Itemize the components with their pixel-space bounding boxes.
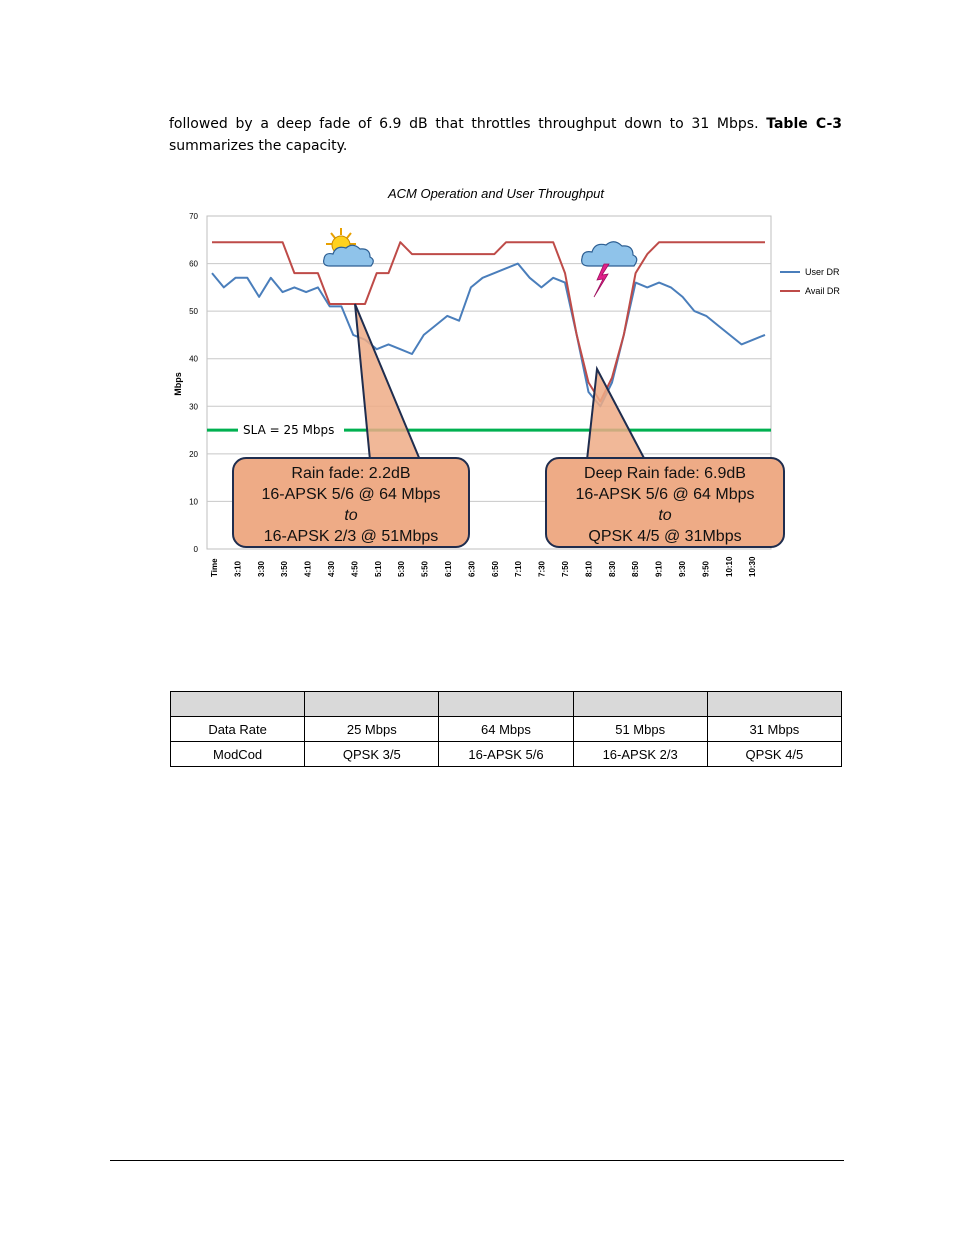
series-line-avail-dr [212,241,765,403]
callout-rain-fade-box [232,457,470,548]
x-tick-label: 9:30 [678,560,687,577]
callout-rain-fade-line-2: 16-APSK 5/6 @ 64 Mbps [262,486,441,503]
callout-rain-fade: Rain fade: 2.2dB 16-APSK 5/6 @ 64 Mbps t… [232,303,470,548]
table-header-cell [438,691,574,717]
x-tick-label: 3:50 [280,560,289,577]
paragraph-text-before: followed by a deep fade of 6.9 dB that t… [169,116,767,132]
x-tick-label: 7:50 [561,560,570,577]
callout-rain-fade-line-4: 16-APSK 2/3 @ 51Mbps [264,528,439,545]
y-tick-label: 40 [189,355,198,364]
legend-label-user-dr: User DR [805,267,840,277]
chart-title: ACM Operation and User Throughput [387,186,605,201]
table-cell: 51 Mbps [572,716,708,742]
x-tick-label: 10:10 [725,556,734,577]
table-header-cell [304,691,440,717]
x-tick-label: 8:10 [584,560,593,577]
x-tick-label: 10:30 [748,556,757,577]
sla-label: SLA = 25 Mbps [243,423,334,437]
x-tick-label: 6:30 [467,560,476,577]
y-tick-label: 10 [189,497,198,506]
x-tick-label: 5:30 [397,560,406,577]
table-cell: 31 Mbps [706,716,843,742]
x-tick-label: 3:10 [233,560,242,577]
callout-rain-fade-line-1: Rain fade: 2.2dB [291,465,410,482]
sun-cloud-icon [323,228,374,267]
y-tick-label: 0 [194,545,199,554]
table-header-cell [572,691,708,717]
x-tick-label: 9:10 [655,560,664,577]
x-tick-label: 7:30 [538,560,547,577]
table-row: Data Rate 25 Mbps 64 Mbps 51 Mbps 31 Mbp… [169,716,843,742]
x-tick-labels: Time 3:10 3:30 3:50 4:10 4:30 4:50 5:10 5:30 5:50… [210,556,757,577]
paragraph-text-after: summarizes the capacity. [169,138,348,154]
table-cell: QPSK 3/5 [304,741,440,767]
acm-throughput-chart: ACM Operation and User Throughput 0 10 20 3… [173,186,840,577]
y-tick-label: 30 [189,402,198,411]
table-cell: 16-APSK 5/6 [438,741,574,767]
callout-deep-rain-fade-box [545,457,785,548]
legend-label-avail-dr: Avail DR [805,286,840,296]
y-tick-label: 20 [189,450,198,459]
y-axis-label: Mbps [173,372,183,396]
storm-cloud-icon [581,241,638,298]
table-row: ModCod QPSK 3/5 16-APSK 5/6 16-APSK 2/3 … [169,741,843,767]
body-paragraph: followed by a deep fade of 6.9 dB that t… [169,113,842,157]
footer-rule [110,1160,844,1161]
callout-rain-fade-line-3: to [344,507,357,524]
callout-deep-rain-fade-line-1: Deep Rain fade: 6.9dB [584,465,746,482]
table-cell: Data Rate [169,716,306,742]
x-tick-label: 4:10 [304,560,313,577]
x-tick-label: 6:50 [491,560,500,577]
table-cell: ModCod [169,741,306,767]
x-tick-label: 7:10 [514,560,523,577]
x-tick-label: 8:50 [631,560,640,577]
x-tick-label: Time [210,558,219,577]
x-tick-label: 8:30 [608,560,617,577]
capacity-table: Data Rate 25 Mbps 64 Mbps 51 Mbps 31 Mbp… [169,691,843,767]
x-tick-label: 3:30 [257,560,266,577]
table-cell: 25 Mbps [304,716,440,742]
callout-deep-rain-fade-line-2: 16-APSK 5/6 @ 64 Mbps [576,486,755,503]
y-tick-label: 50 [189,307,198,316]
x-tick-label: 5:50 [421,560,430,577]
x-tick-label: 4:30 [327,560,336,577]
table-cell: 16-APSK 2/3 [572,741,708,767]
x-tick-label: 5:10 [374,560,383,577]
y-tick-labels: 0 10 20 30 40 50 60 70 [189,212,198,554]
table-header-cell [706,691,843,717]
table-cell: QPSK 4/5 [706,741,843,767]
x-tick-label: 6:10 [444,560,453,577]
x-tick-label: 4:50 [350,560,359,577]
legend: User DR Avail DR [780,267,840,296]
y-tick-label: 70 [189,212,198,221]
table-cell: 64 Mbps [438,716,574,742]
series-line-user-dr [211,262,766,408]
table-header-cell [169,691,306,717]
x-tick-label: 9:50 [701,560,710,577]
table-header-row [169,691,843,717]
y-tick-label: 60 [189,260,198,269]
callout-deep-rain-fade: Deep Rain fade: 6.9dB 16-APSK 5/6 @ 64 M… [545,365,785,548]
callout-deep-rain-fade-line-3: to [658,507,671,524]
callout-deep-rain-fade-line-4: QPSK 4/5 @ 31Mbps [588,528,741,545]
table-reference: Table C-3 [766,116,843,132]
data-series [211,241,766,408]
